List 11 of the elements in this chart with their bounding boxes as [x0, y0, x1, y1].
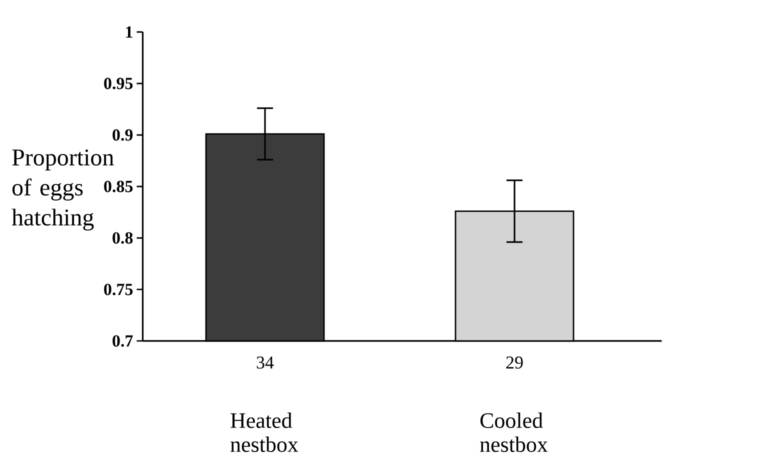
y-tick-label: 0.9	[112, 129, 133, 141]
y-tick-label: 0.8	[112, 232, 133, 244]
y-tick-label: 0.85	[104, 180, 133, 192]
x-tick-label: Heated nestbox	[230, 412, 298, 452]
y-tick-label: 1	[126, 26, 132, 38]
text: 34	[256, 356, 274, 369]
x-tick-label: Cooled nestbox	[480, 412, 548, 452]
y-tick-label: 0.7	[112, 335, 133, 347]
y-tick-label: 0.95	[104, 78, 133, 90]
text: 29	[506, 356, 523, 369]
y-tick-label: 0.75	[104, 284, 133, 296]
